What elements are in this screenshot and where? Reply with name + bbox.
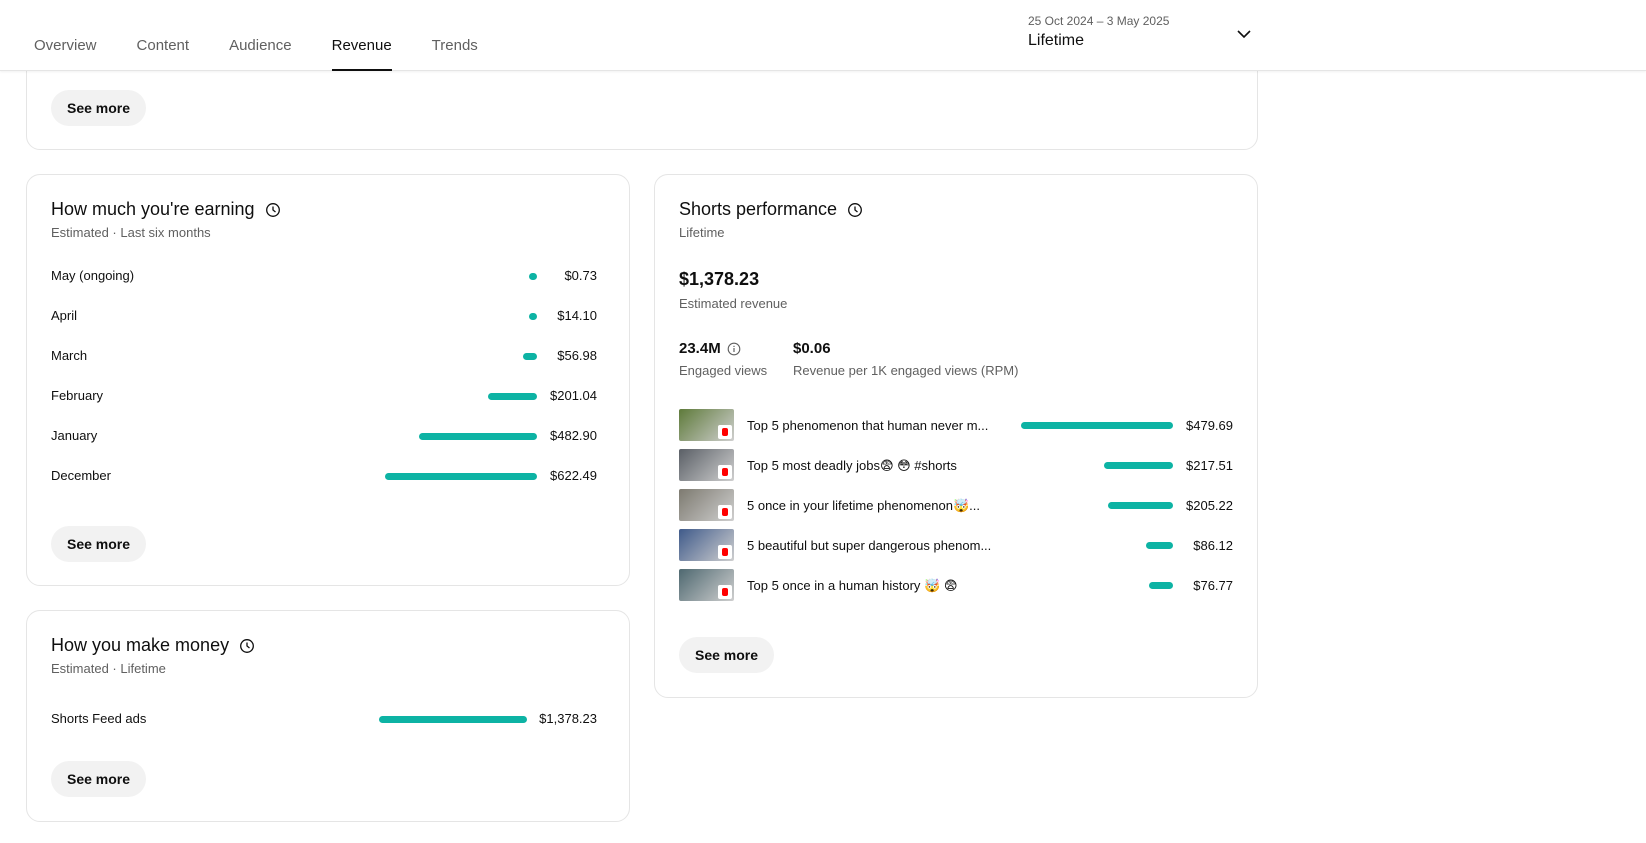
row-label: March	[51, 348, 88, 363]
money-title-wrap: How you make money	[51, 635, 255, 656]
earning-title: How much you're earning	[51, 199, 255, 219]
see-more-button[interactable]: See more	[51, 761, 147, 797]
earning-subtitle: Estimated · Last six months	[51, 225, 211, 240]
see-more-button[interactable]: See more	[679, 637, 775, 673]
tab-content[interactable]: Content	[136, 37, 190, 54]
revenue-bar	[379, 716, 527, 723]
revenue-bar	[1104, 462, 1173, 469]
revenue-row[interactable]: Shorts Feed ads $1,378.23	[51, 709, 597, 729]
tab-trends[interactable]: Trends	[431, 37, 478, 54]
row-value: $0.73	[564, 268, 597, 283]
video-revenue: $217.51	[1186, 458, 1233, 473]
video-revenue: $86.12	[1193, 538, 1233, 553]
revenue-bar	[529, 273, 537, 280]
row-label: April	[51, 308, 78, 323]
tab-audience[interactable]: Audience	[229, 37, 292, 54]
shorts-subtitle: Lifetime	[679, 225, 725, 240]
date-range-text: 25 Oct 2024 – 3 May 2025	[1028, 14, 1170, 28]
row-label: February	[51, 388, 104, 403]
video-revenue: $76.77	[1193, 578, 1233, 593]
row-value: $622.49	[550, 468, 597, 483]
shorts-icon	[718, 585, 732, 599]
row-value: $201.04	[550, 388, 597, 403]
video-title: 5 once in your lifetime phenomenon🤯...	[747, 498, 980, 513]
shorts-title-wrap: Shorts performance	[679, 199, 863, 220]
video-title: Top 5 most deadly jobs😨 😳 #shorts	[747, 458, 957, 473]
row-label: January	[51, 428, 98, 443]
revenue-row[interactable]: March $56.98	[51, 346, 597, 366]
revenue-row[interactable]: December $622.49	[51, 466, 597, 486]
date-range-picker[interactable]: 25 Oct 2024 – 3 May 2025 Lifetime	[1028, 14, 1258, 58]
money-title: How you make money	[51, 635, 230, 655]
row-value: $482.90	[550, 428, 597, 443]
clock-icon[interactable]	[239, 638, 255, 654]
views-value: 23.4M	[679, 340, 721, 357]
revenue-bar	[529, 313, 537, 320]
top-bar: Overview Content Audience Revenue Trends…	[0, 0, 1646, 71]
video-row[interactable]: Top 5 phenomenon that human never m... $4…	[679, 409, 1233, 441]
video-row[interactable]: Top 5 most deadly jobs😨 😳 #shorts $217.51	[679, 449, 1233, 481]
views-value-wrap: 23.4M	[679, 340, 741, 357]
revenue-row[interactable]: January $482.90	[51, 426, 597, 446]
video-title: Top 5 once in a human history 🤯 😨	[747, 578, 958, 593]
rpm-value: $0.06	[793, 340, 831, 357]
video-row[interactable]: Top 5 once in a human history 🤯 😨 $76.77	[679, 569, 1233, 601]
row-label: December	[51, 468, 111, 483]
tab-revenue[interactable]: Revenue	[331, 0, 392, 71]
chevron-down-icon	[1237, 30, 1251, 39]
revenue-bar	[385, 473, 537, 480]
shorts-icon	[718, 545, 732, 559]
shorts-revenue-label: Estimated revenue	[679, 296, 788, 311]
revenue-bar	[1148, 582, 1173, 589]
shorts-revenue-value: $1,378.23	[679, 269, 760, 289]
row-value: $1,378.23	[539, 711, 597, 726]
views-label: Engaged views	[679, 363, 768, 378]
row-label: Shorts Feed ads	[51, 711, 147, 726]
rpm-label: Revenue per 1K engaged views (RPM)	[793, 363, 1019, 378]
revenue-bar	[1145, 542, 1173, 549]
revenue-row[interactable]: May (ongoing) $0.73	[51, 266, 597, 286]
clock-icon[interactable]	[847, 202, 863, 218]
revenue-bar	[523, 353, 537, 360]
money-card: How you make money Estimated · Lifetime …	[26, 610, 630, 822]
tab-overview[interactable]: Overview	[34, 37, 97, 54]
shorts-icon	[718, 465, 732, 479]
revenue-row[interactable]: April $14.10	[51, 306, 597, 326]
earning-card: How much you're earning Estimated · Last…	[26, 174, 630, 586]
info-icon[interactable]	[727, 342, 741, 356]
shorts-icon	[718, 425, 732, 439]
revenue-bar	[1107, 502, 1173, 509]
revenue-bar	[487, 393, 537, 400]
row-label: May (ongoing)	[51, 268, 135, 283]
video-row[interactable]: 5 once in your lifetime phenomenon🤯... $2…	[679, 489, 1233, 521]
video-thumbnail	[679, 569, 734, 601]
video-thumbnail	[679, 489, 734, 521]
video-thumbnail	[679, 529, 734, 561]
row-value: $14.10	[557, 308, 597, 323]
see-more-button[interactable]: See more	[51, 90, 147, 126]
row-value: $56.98	[557, 348, 597, 363]
video-thumbnail	[679, 409, 734, 441]
tab-strip: Overview Content Audience Revenue Trends	[34, 0, 518, 71]
video-thumbnail	[679, 449, 734, 481]
revenue-bar	[1021, 422, 1173, 429]
revenue-bar	[419, 433, 537, 440]
date-range-value: Lifetime	[1028, 32, 1085, 49]
see-more-button[interactable]: See more	[51, 526, 147, 562]
shorts-icon	[718, 505, 732, 519]
clock-icon[interactable]	[265, 202, 281, 218]
money-subtitle: Estimated · Lifetime	[51, 661, 166, 676]
video-title: 5 beautiful but super dangerous phenom..…	[747, 538, 992, 553]
shorts-card: Shorts performance Lifetime $1,378.23 Es…	[654, 174, 1258, 698]
revenue-row[interactable]: February $201.04	[51, 386, 597, 406]
shorts-title: Shorts performance	[679, 199, 838, 219]
video-row[interactable]: 5 beautiful but super dangerous phenom..…	[679, 529, 1233, 561]
video-revenue: $479.69	[1186, 418, 1233, 433]
earning-title-wrap: How much you're earning	[51, 199, 281, 220]
video-revenue: $205.22	[1186, 498, 1233, 513]
video-title: Top 5 phenomenon that human never m...	[747, 418, 989, 433]
